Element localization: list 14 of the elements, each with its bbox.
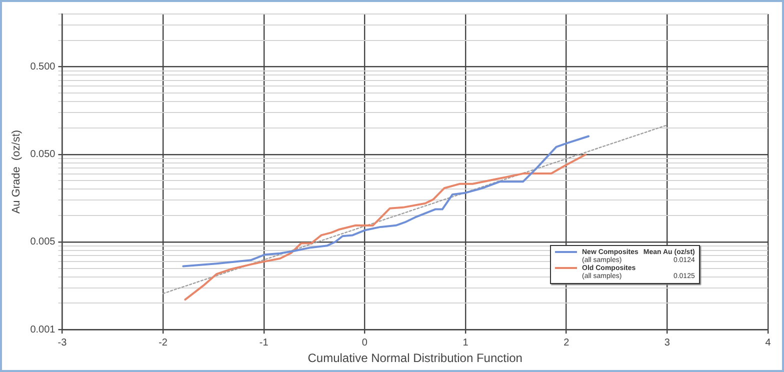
- x-tick-label: 4: [765, 337, 772, 348]
- x-tick-label: -2: [158, 337, 168, 348]
- y-tick-label: 0.050: [30, 149, 56, 160]
- x-tick-label: 1: [462, 337, 469, 348]
- x-tick-label: -1: [259, 337, 269, 348]
- y-tick-label: 0.005: [30, 236, 56, 248]
- x-tick-label: -3: [58, 337, 68, 348]
- y-axis-title: Au Grade (oz/st): [10, 130, 23, 214]
- y-tick-label: 0.001: [30, 324, 56, 336]
- x-tick-label: 2: [564, 337, 570, 348]
- x-tick-label: 0: [362, 337, 368, 348]
- y-tick-label: 0.500: [30, 62, 56, 72]
- x-axis-title: Cumulative Normal Distribution Function: [308, 351, 522, 366]
- x-tick-label: 3: [664, 337, 670, 348]
